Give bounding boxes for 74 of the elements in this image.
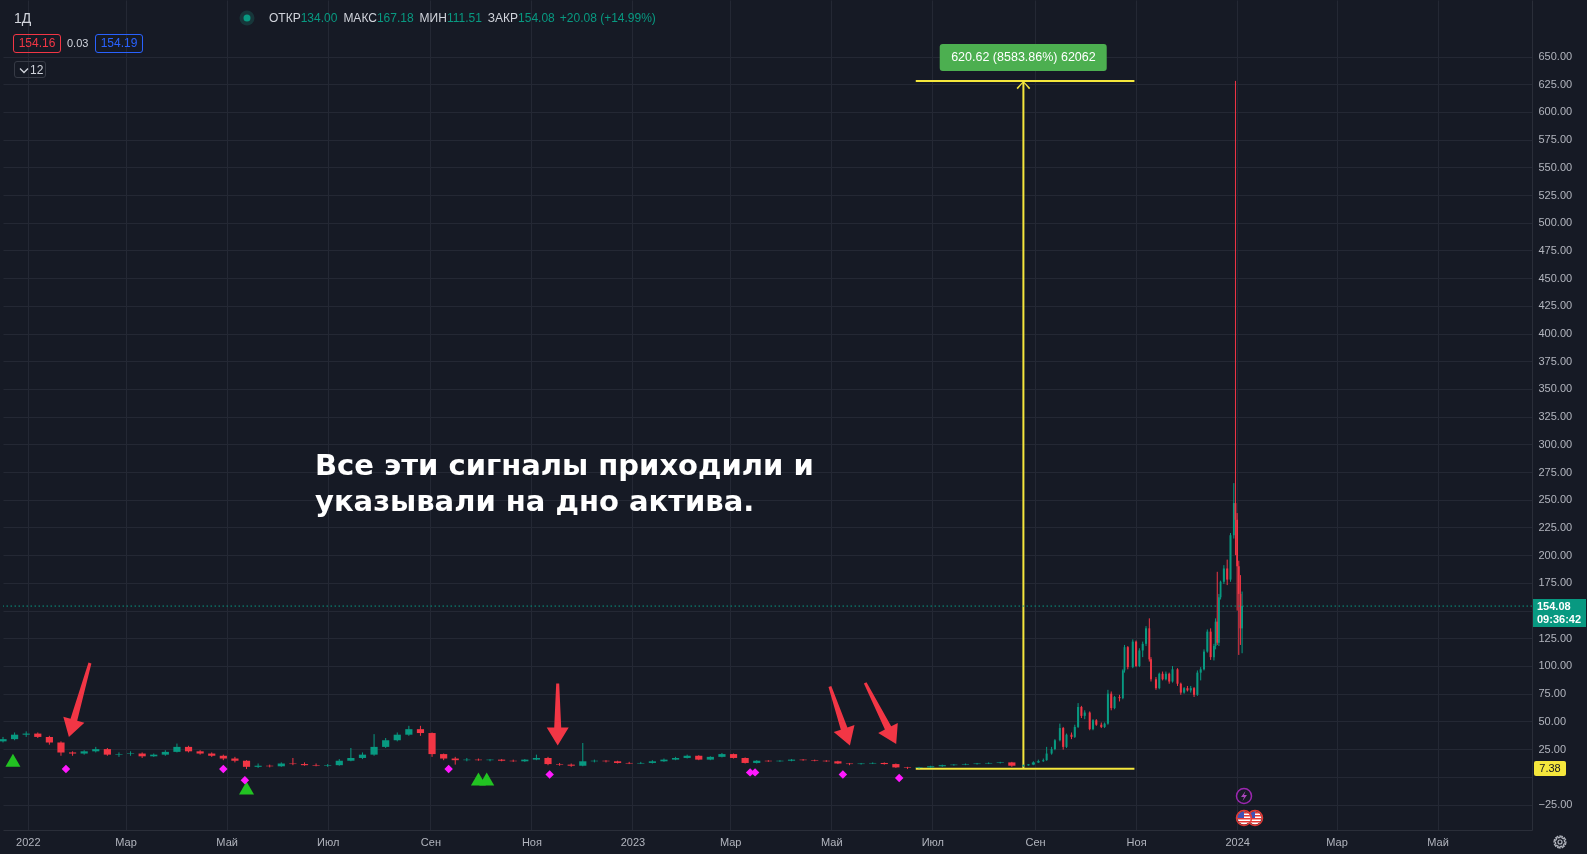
y-tick-label: 275.00: [1538, 465, 1573, 478]
y-tick-label: 50.00: [1538, 714, 1567, 727]
annotation: 12: [30, 63, 44, 77]
candlestick: [0, 736, 7, 743]
annotation: 0.03: [67, 37, 89, 50]
y-tick-label: 650.00: [1538, 50, 1573, 63]
candlestick: [347, 747, 355, 762]
y-tick-label: 250.00: [1538, 493, 1573, 506]
ref-line-label: 154.08: [1533, 599, 1586, 614]
point: [240, 775, 250, 785]
x-tick-label: Мар: [719, 835, 742, 848]
candlestick: [115, 751, 123, 758]
x-tick-label: Ноя: [1126, 835, 1147, 848]
annotation: МАКС: [343, 11, 377, 25]
annotation: ОТКР: [269, 11, 301, 25]
x-tick-label: Сен: [420, 835, 441, 848]
annotation: Все эти сигналы приходили и указывали на дно актива.: [315, 447, 815, 519]
annotation: 154.16: [13, 34, 61, 53]
annotation: ЗАКР: [487, 11, 519, 25]
y-tick-label: 225.00: [1538, 520, 1573, 533]
x-tick-label: Ноя: [521, 835, 542, 848]
y-tick-label: 300.00: [1538, 437, 1573, 450]
y-tick-label: 475.00: [1538, 243, 1573, 256]
y-tick-label: 425.00: [1538, 299, 1573, 312]
point: [545, 770, 554, 779]
annotation: 154.08: [518, 11, 555, 25]
annotation: 167.18: [376, 11, 414, 25]
annotation: 111.51: [446, 11, 482, 25]
annotation: +20.08 (+14.99%): [559, 11, 656, 25]
x-tick-label: 2022: [16, 835, 41, 848]
y-tick-label: 125.00: [1538, 631, 1573, 644]
y-tick-label: 550.00: [1538, 160, 1573, 173]
y-tick-label: 375.00: [1538, 354, 1573, 367]
annotation: МИН: [419, 11, 447, 25]
annotation: 134.00: [300, 11, 338, 25]
y-tick-label: 25.00: [1538, 742, 1567, 755]
y-tick-label: 325.00: [1538, 410, 1573, 423]
candlestick: [370, 733, 378, 757]
annotation: 7.38: [1534, 761, 1566, 777]
x-tick-label: 2024: [1225, 835, 1250, 848]
annotation: 1Д: [14, 10, 32, 26]
y-tick-label: 400.00: [1538, 327, 1573, 340]
x-tick-label: Июл: [921, 835, 944, 848]
y-tick-label: 200.00: [1538, 548, 1573, 561]
y-tick-label: 525.00: [1538, 188, 1573, 201]
candlestick: [231, 756, 239, 763]
y-tick-label: 625.00: [1538, 77, 1573, 90]
y-tick-label: −25.00: [1538, 798, 1573, 811]
point: [5, 753, 21, 767]
candlestick: [428, 731, 436, 758]
x-tick-label: 2023: [620, 835, 646, 848]
x-tick-label: Май: [216, 835, 238, 848]
annotation: 154.19: [95, 34, 143, 53]
y-tick-label: 500.00: [1538, 216, 1573, 229]
annotation: 620.62 (8583.86%) 62062: [940, 43, 1107, 71]
y-tick-label: 600.00: [1538, 105, 1573, 118]
candlestick: [196, 749, 204, 756]
point: [239, 781, 255, 795]
x-tick-label: Мар: [1326, 835, 1348, 848]
y-tick-label: 450.00: [1538, 271, 1573, 284]
x-tick-label: Май: [1427, 835, 1449, 848]
text: 09:36:42: [1533, 613, 1586, 628]
x-tick-label: Мар: [115, 835, 137, 848]
y-tick-label: 100.00: [1538, 659, 1573, 672]
y-tick-label: 350.00: [1538, 382, 1573, 395]
x-tick-label: Май: [821, 835, 843, 848]
point: [61, 764, 71, 774]
y-tick-label: 575.00: [1538, 133, 1573, 146]
y-tick-label: 175.00: [1538, 576, 1573, 589]
point: [894, 773, 904, 783]
x-tick-label: Сен: [1025, 835, 1046, 848]
y-tick-label: 75.00: [1538, 687, 1567, 700]
x-tick-label: Июл: [317, 835, 340, 848]
point: [479, 772, 495, 786]
